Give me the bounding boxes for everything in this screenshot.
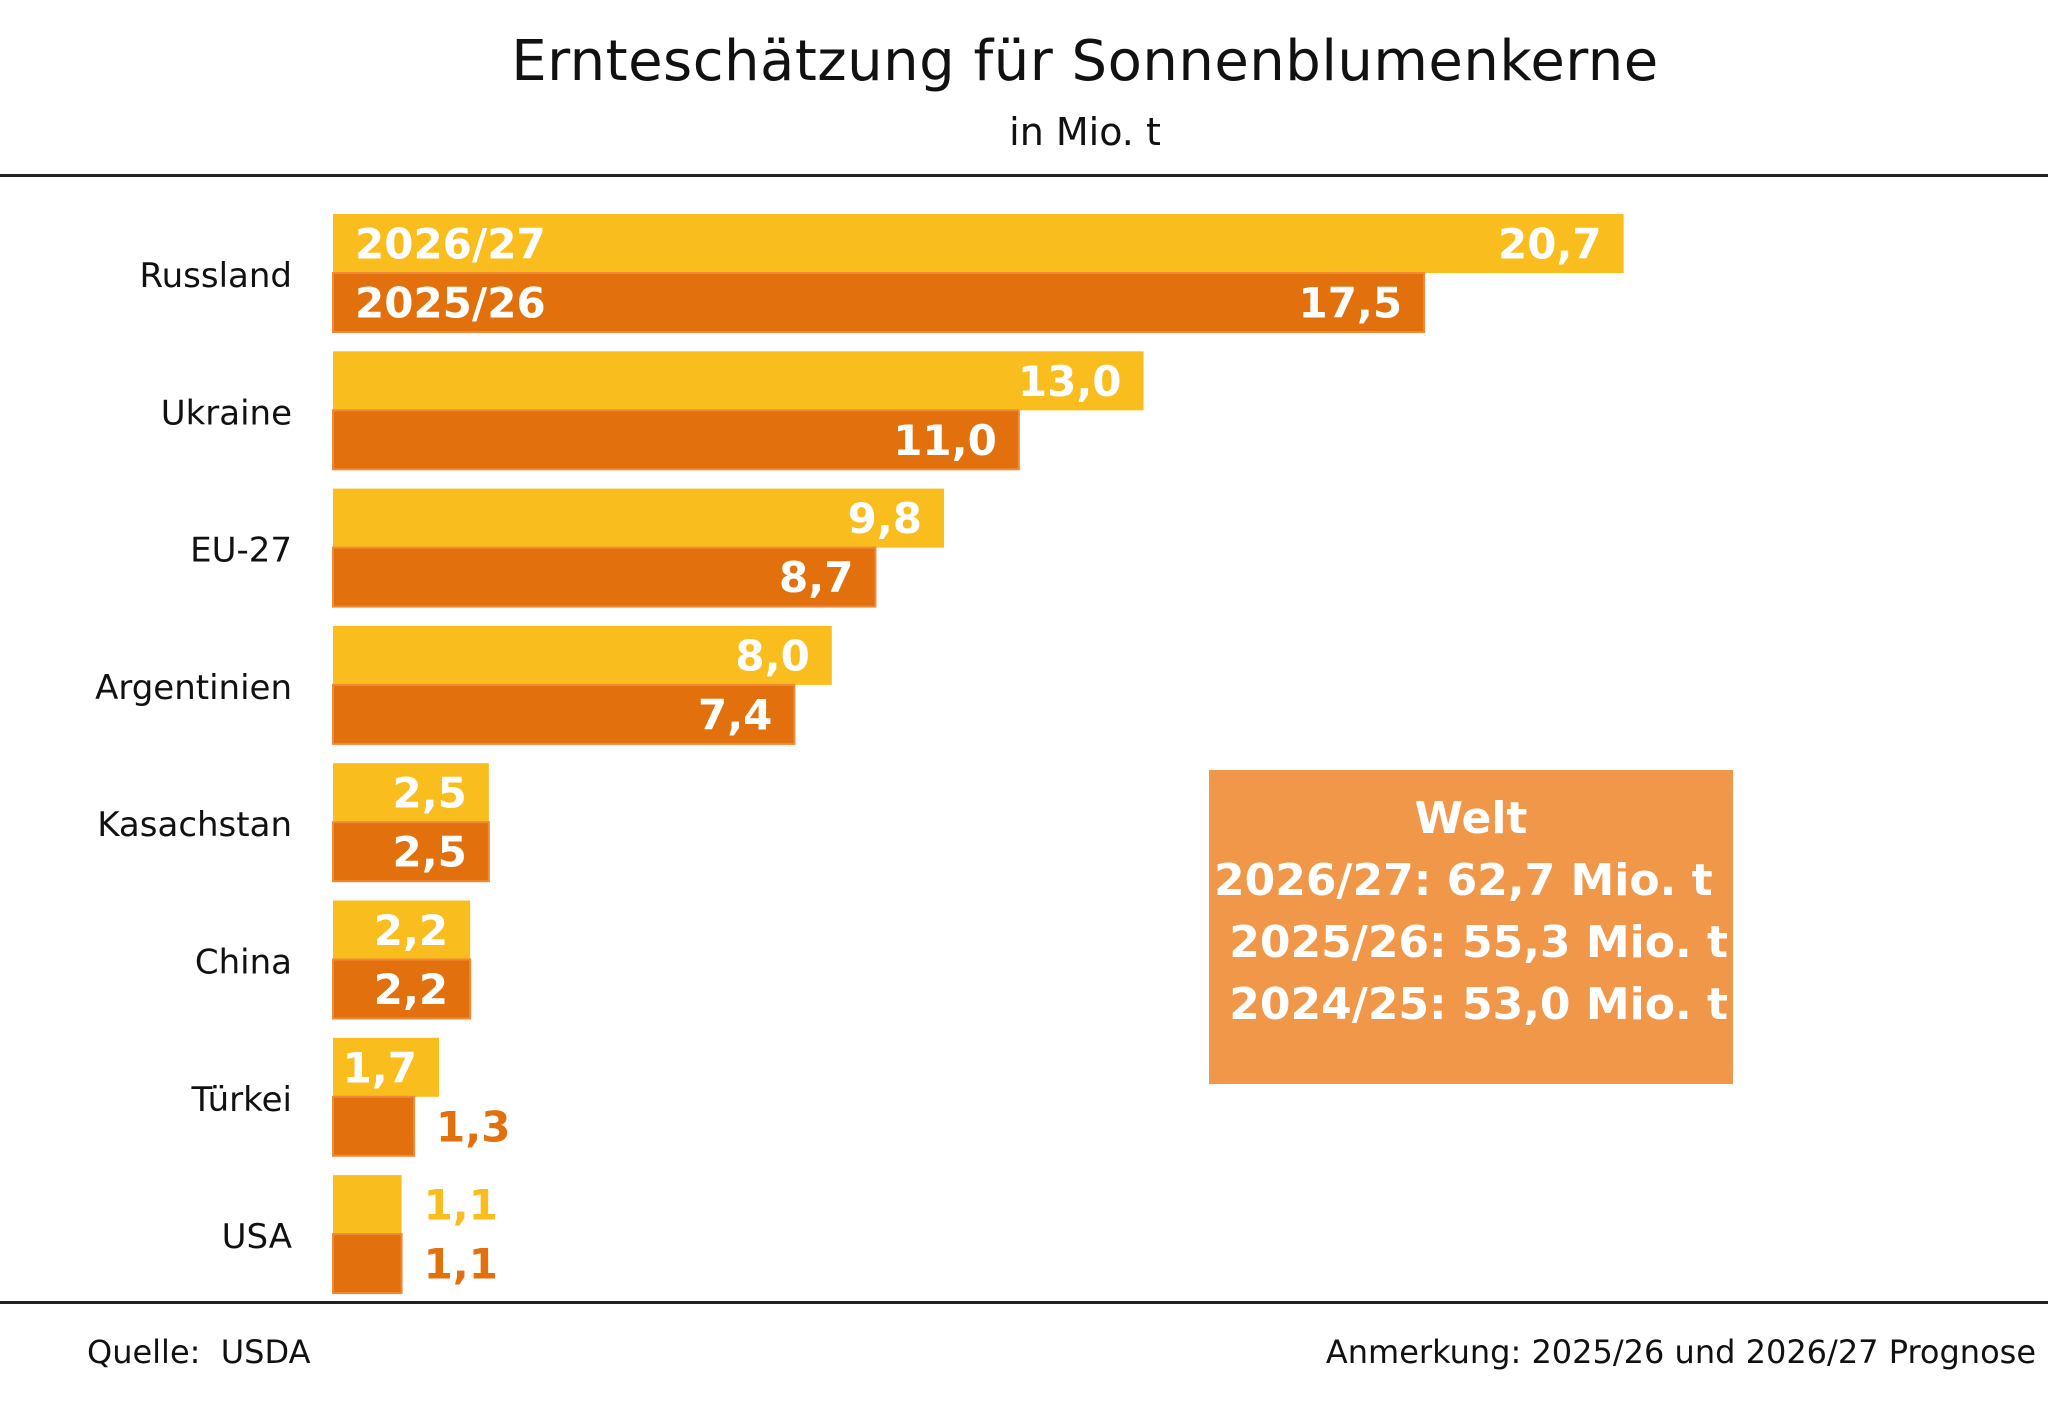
data-label-tuerkei-2026-27: 1,7 <box>343 1043 417 1092</box>
data-label-usa-2025-26: 1,1 <box>424 1240 498 1289</box>
bar-usa-2026-27 <box>333 1175 402 1235</box>
bar-china-2025-26 <box>332 958 472 1020</box>
world-total-line-3: 2024/25: 53,0 Mio. t <box>1213 979 1729 1030</box>
bar-argentinien-2026-27 <box>333 625 832 685</box>
world-total-line-1: 2026/27: 62,7 Mio. t <box>1213 855 1729 906</box>
data-label-kasachstan-2026-27: 2,5 <box>392 769 466 818</box>
category-label-russland: Russland <box>140 256 293 296</box>
bottom-divider <box>0 1301 2048 1304</box>
data-label-argentinien-2025-26: 7,4 <box>698 690 772 739</box>
category-label-tuerkei: Türkei <box>191 1080 292 1120</box>
category-label-usa: USA <box>222 1217 292 1257</box>
data-label-russland-2026-27: 20,7 <box>1498 220 1602 269</box>
world-total-box: Welt 2026/27: 62,7 Mio. t 2025/26: 55,3 … <box>1209 770 1733 1084</box>
data-label-china-2025-26: 2,2 <box>374 965 448 1014</box>
bar-ukraine-2025-26 <box>332 409 1020 471</box>
bar-china-2026-27 <box>333 900 471 960</box>
data-label-russland-2025-26: 17,5 <box>1298 279 1402 328</box>
chart-title: Ernteschätzung für Sonnenblumenkerne <box>511 29 1659 94</box>
data-label-ukraine-2025-26: 11,0 <box>893 416 997 465</box>
legend-label-2026-27: 2026/27 <box>355 220 546 269</box>
bar-usa-2025-26 <box>332 1233 403 1295</box>
legend-label-2025-26: 2025/26 <box>355 279 546 328</box>
category-label-ukraine: Ukraine <box>161 393 292 433</box>
bar-kasachstan-2026-27 <box>333 763 489 823</box>
data-label-tuerkei-2025-26: 1,3 <box>436 1102 510 1151</box>
category-label-eu-27: EU-27 <box>190 531 292 571</box>
data-label-kasachstan-2025-26: 2,5 <box>392 828 466 877</box>
bar-chart: Russland 20,7 2026/27 17,5 2025/26 Ukraine 13,… <box>95 214 1624 1295</box>
forecast-note: Anmerkung: 2025/26 und 2026/27 Prognose <box>1325 1333 2036 1371</box>
top-divider <box>0 174 2048 177</box>
bar-tuerkei-2025-26 <box>332 1095 416 1157</box>
bar-ukraine-2026-27 <box>333 351 1144 411</box>
category-label-china: China <box>195 943 292 983</box>
bar-eu-27-2026-27 <box>333 488 945 548</box>
bar-argentinien-2025-26 <box>332 683 796 745</box>
bar-kasachstan-2025-26 <box>332 821 490 883</box>
bar-russland-2026-27 <box>333 214 1624 273</box>
data-label-ukraine-2026-27: 13,0 <box>1018 357 1122 406</box>
category-label-kasachstan: Kasachstan <box>97 805 292 845</box>
data-label-eu-27-2026-27: 9,8 <box>848 494 922 543</box>
bar-tuerkei-2026-27 <box>333 1037 439 1097</box>
data-label-eu-27-2025-26: 8,7 <box>779 553 853 602</box>
source-note: Quelle: USDA <box>87 1333 311 1371</box>
data-label-china-2026-27: 2,2 <box>374 906 448 955</box>
bar-eu-27-2025-26 <box>332 546 877 608</box>
world-total-line-2: 2025/26: 55,3 Mio. t <box>1213 917 1729 968</box>
category-label-argentinien: Argentinien <box>95 668 292 708</box>
data-label-argentinien-2026-27: 8,0 <box>735 631 809 680</box>
bar-russland-2025-26 <box>332 272 1426 333</box>
data-label-usa-2026-27: 1,1 <box>424 1181 498 1230</box>
world-total-heading: Welt <box>1414 793 1528 844</box>
chart-subtitle: in Mio. t <box>1009 110 1161 154</box>
